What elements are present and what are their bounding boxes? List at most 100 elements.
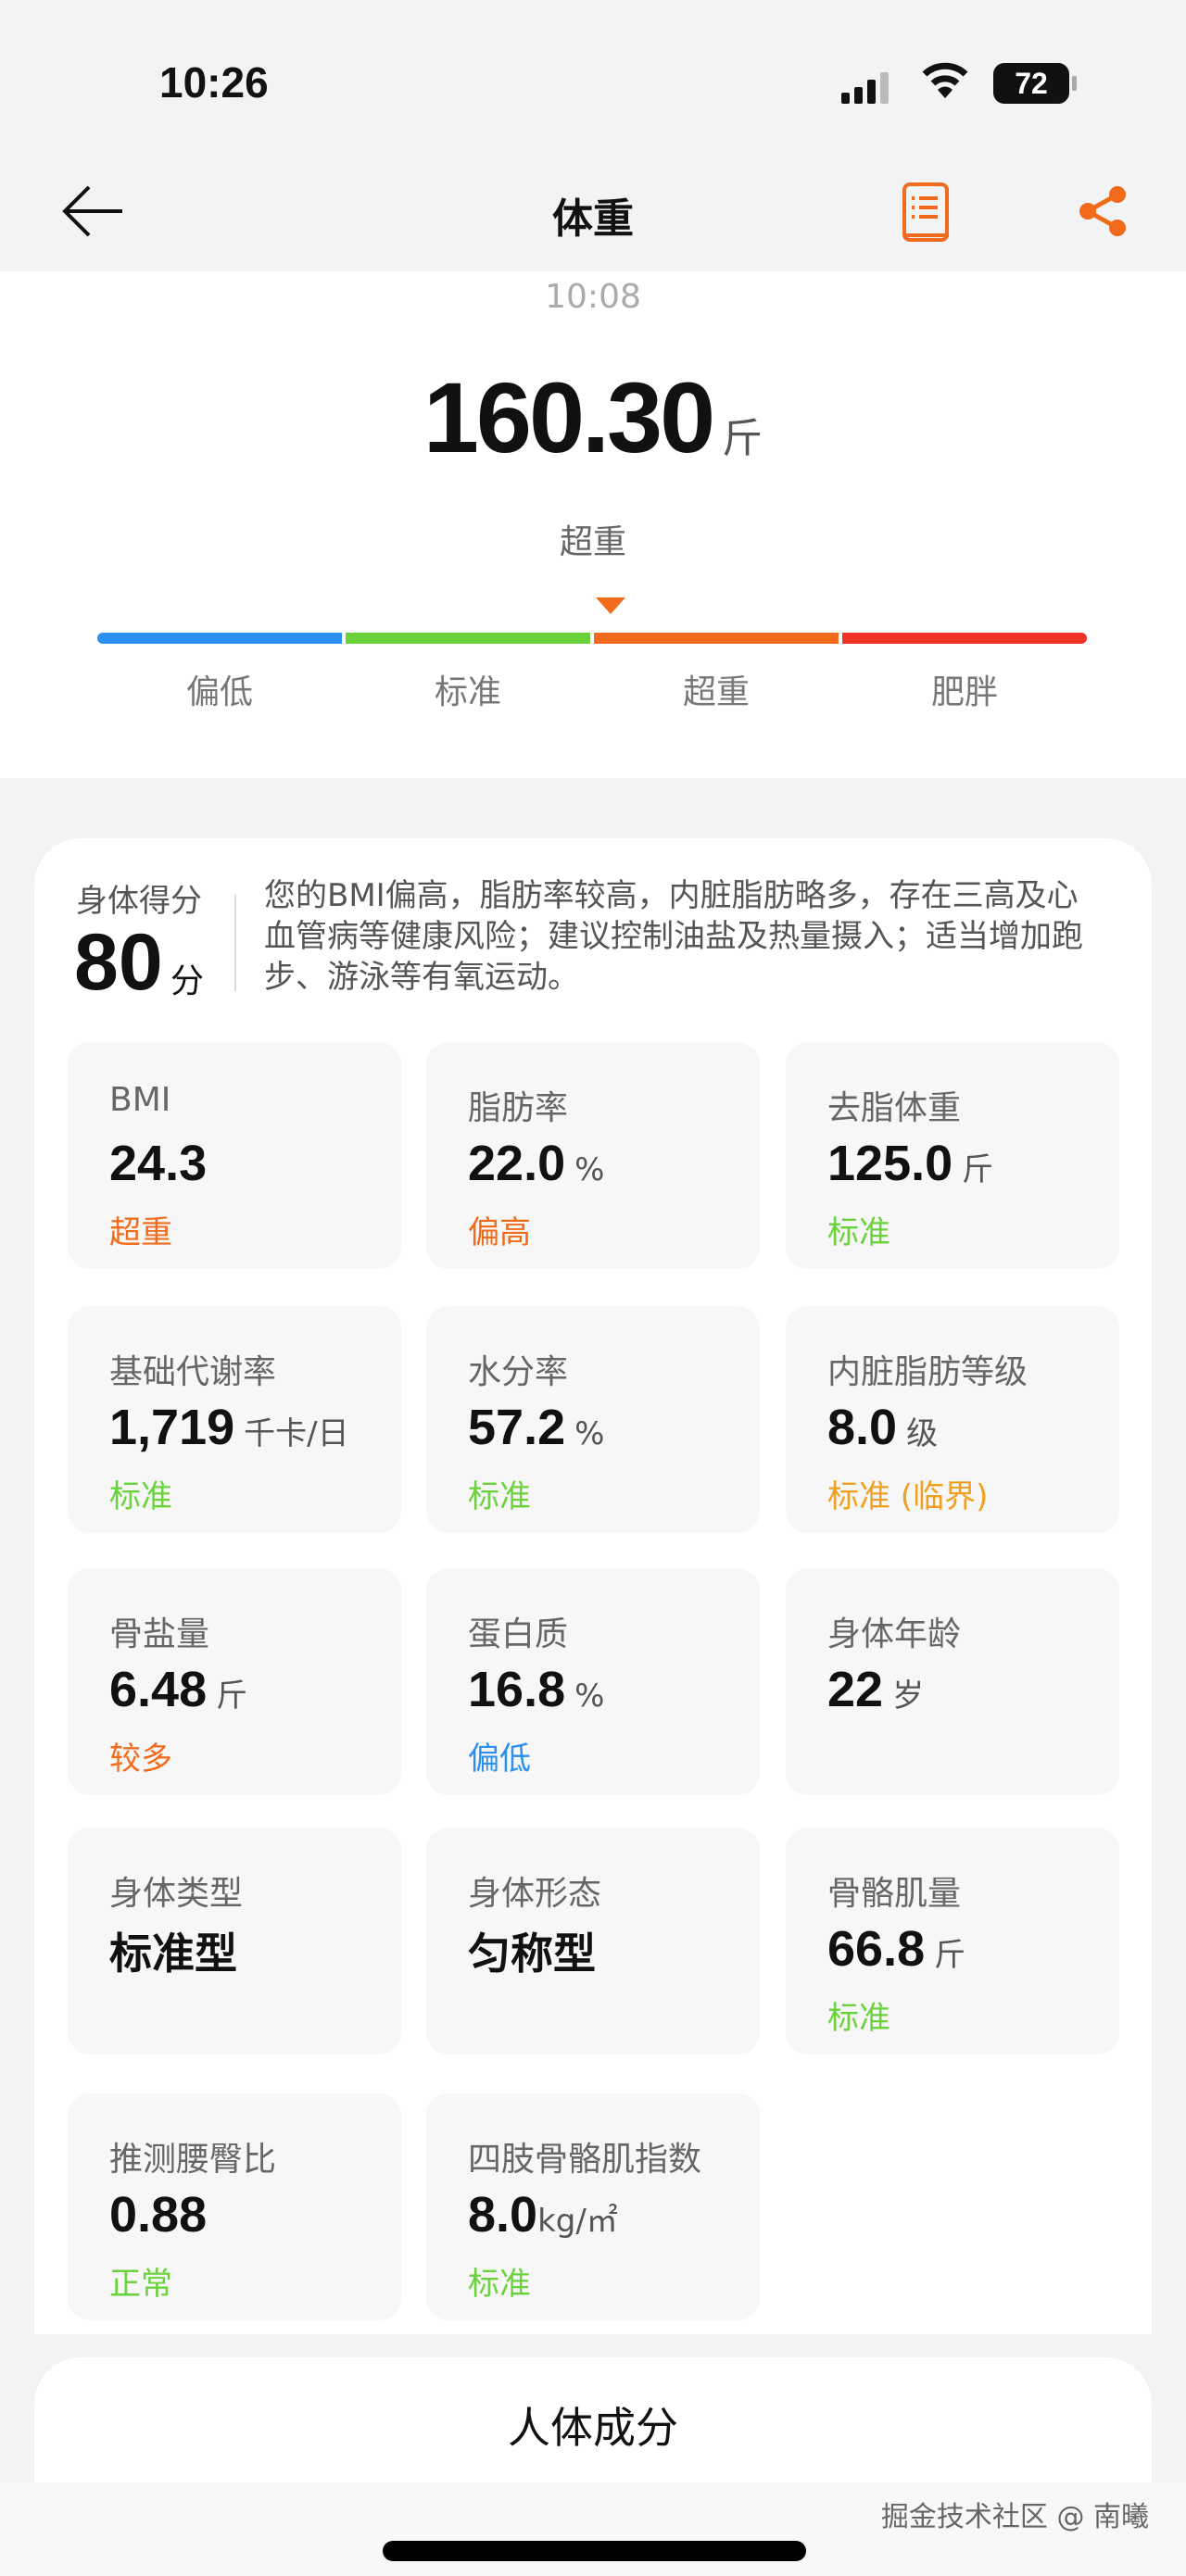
metric-title: 基础代谢率 — [109, 1353, 277, 1391]
weight-status: 超重 — [559, 523, 626, 561]
metric-value: 22.0% — [468, 1135, 604, 1192]
score-advice: 您的BMI偏高，脂肪率较高，内脏脂肪略多，存在三高及心血管病等健康风险；建议控制… — [264, 877, 1083, 996]
metric-unit: kg/㎡ — [537, 2203, 618, 2240]
scale-label: 肥胖 — [930, 673, 998, 711]
metric-number: 8.0 — [468, 2187, 538, 2243]
metric-status: 较多 — [109, 1740, 172, 1778]
metric-unit: % — [574, 1151, 605, 1188]
metric-number: 125.0 — [827, 1136, 953, 1191]
metric-number: 6.48 — [109, 1662, 208, 1717]
watermark: 掘金技术社区 @ 南曦 — [880, 2501, 1149, 2533]
metric-tile[interactable]: BMI 24.3 超重 — [68, 1042, 401, 1269]
scale-label: 标准 — [434, 673, 501, 711]
metric-number: 1,719 — [109, 1400, 235, 1455]
metric-text: 匀称型 — [468, 1929, 596, 1979]
metric-status: 标准 — [468, 2266, 531, 2303]
weight-value: 160.30 斤 — [0, 359, 1186, 475]
score-unit: 分 — [170, 962, 205, 1000]
scale-segment — [97, 633, 342, 644]
metric-title: 骨盐量 — [109, 1615, 210, 1653]
status-time: 10:26 — [159, 58, 269, 107]
metric-title: 内脏脂肪等级 — [827, 1353, 1028, 1391]
wifi-icon — [922, 62, 968, 98]
metric-status: 偏低 — [468, 1740, 531, 1778]
measurement-time: 10:08 — [545, 278, 641, 316]
metric-title: 身体类型 — [109, 1875, 244, 1913]
metric-status: 超重 — [109, 1214, 172, 1251]
metric-text: 标准型 — [109, 1929, 237, 1979]
metric-value: 6.48 斤 — [109, 1661, 247, 1718]
metric-tile[interactable]: 身体类型 标准型 — [68, 1828, 401, 2055]
metric-value: 66.8 斤 — [827, 1920, 965, 1978]
metric-tile[interactable]: 基础代谢率 1,719 千卡/日标准 — [68, 1306, 401, 1533]
weight-summary — [0, 271, 1186, 778]
metric-number: 22.0 — [468, 1136, 566, 1191]
metric-value: 24.3 — [109, 1135, 207, 1192]
body-composition-title: 人体成分 — [508, 2403, 678, 2453]
page-title: 体重 — [552, 195, 634, 243]
scale-marker — [596, 597, 625, 614]
metric-number: 24.3 — [109, 1136, 208, 1191]
metric-number: 16.8 — [468, 1662, 566, 1717]
share-icon[interactable] — [1075, 183, 1130, 239]
metric-tile[interactable]: 四肢骨骼肌指数 8.0kg/㎡ 标准 — [426, 2093, 760, 2320]
metric-value: 匀称型 — [468, 1920, 596, 1981]
metric-tile[interactable]: 推测腰臀比 0.88 正常 — [68, 2093, 401, 2320]
metric-status: 标准 — [109, 1478, 172, 1515]
report-list-icon[interactable] — [899, 182, 954, 246]
arrow-left-icon[interactable] — [61, 183, 126, 239]
metric-number: 22 — [827, 1662, 884, 1717]
metric-title: 骨骼肌量 — [827, 1875, 962, 1913]
weight-number: 160.30 — [423, 361, 715, 473]
battery-indicator: 72 — [993, 63, 1077, 104]
scale-segment — [842, 633, 1087, 644]
home-indicator[interactable] — [383, 2541, 806, 2561]
metric-title: 水分率 — [468, 1353, 569, 1391]
metric-value: 8.0kg/㎡ — [468, 2186, 618, 2243]
signal-icon — [841, 67, 889, 104]
metric-title: BMI — [109, 1081, 171, 1119]
score-label: 身体得分 — [76, 883, 202, 920]
metric-tile[interactable]: 去脂体重 125.0 斤标准 — [786, 1042, 1119, 1269]
metric-tile[interactable]: 骨盐量 6.48 斤较多 — [68, 1568, 401, 1795]
metric-title: 推测腰臀比 — [109, 2141, 277, 2179]
metric-status: 标准 (临界) — [827, 1478, 989, 1515]
metric-value: 57.2% — [468, 1399, 604, 1456]
metric-tile[interactable]: 脂肪率 22.0% 偏高 — [426, 1042, 760, 1269]
metric-value: 0.88 — [109, 2186, 207, 2243]
metric-status: 标准 — [827, 2000, 890, 2037]
metric-title: 身体形态 — [468, 1875, 602, 1913]
metric-title: 去脂体重 — [827, 1089, 962, 1127]
metric-tile[interactable]: 内脏脂肪等级 8.0 级标准 (临界) — [786, 1306, 1119, 1533]
score-value: 80 — [74, 918, 163, 1007]
metric-tile[interactable]: 身体年龄 22 岁 — [786, 1568, 1119, 1795]
metric-value: 1,719 千卡/日 — [109, 1399, 349, 1456]
metric-unit: 斤 — [934, 1937, 966, 1974]
metric-unit: 斤 — [962, 1151, 994, 1188]
metric-value: 标准型 — [109, 1920, 237, 1981]
metric-number: 0.88 — [109, 2187, 208, 2243]
metric-value: 8.0 级 — [827, 1399, 938, 1456]
weight-unit: 斤 — [722, 415, 763, 462]
metric-number: 66.8 — [827, 1921, 926, 1977]
metric-title: 脂肪率 — [468, 1089, 569, 1127]
scale-label: 超重 — [682, 673, 750, 711]
scale-segment — [346, 633, 590, 644]
metric-unit: % — [574, 1678, 605, 1715]
scale-segment — [594, 633, 839, 644]
metric-status: 正常 — [109, 2266, 172, 2303]
metric-unit: 级 — [906, 1415, 939, 1452]
metric-status: 偏高 — [468, 1214, 531, 1251]
metric-value: 22 岁 — [827, 1661, 924, 1718]
scale-label: 偏低 — [185, 673, 253, 711]
metric-tile[interactable]: 蛋白质 16.8% 偏低 — [426, 1568, 760, 1795]
metric-tile[interactable]: 骨骼肌量 66.8 斤标准 — [786, 1828, 1119, 2055]
metric-tile[interactable]: 身体形态 匀称型 — [426, 1828, 760, 2055]
metric-title: 身体年龄 — [827, 1615, 962, 1653]
metric-title: 四肢骨骼肌指数 — [468, 2141, 702, 2179]
metric-value: 16.8% — [468, 1661, 604, 1718]
metric-title: 蛋白质 — [468, 1615, 569, 1653]
metric-tile[interactable]: 水分率 57.2% 标准 — [426, 1306, 760, 1533]
metric-number: 57.2 — [468, 1400, 566, 1455]
metric-number: 8.0 — [827, 1400, 898, 1455]
